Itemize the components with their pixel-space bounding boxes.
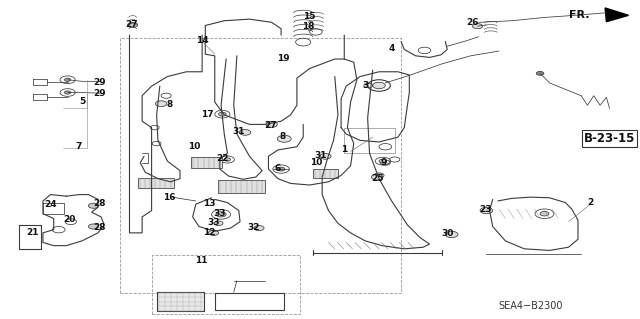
Text: 8: 8: [166, 100, 172, 109]
Text: 30: 30: [441, 229, 453, 238]
Text: 33: 33: [207, 218, 220, 227]
Circle shape: [379, 159, 387, 163]
Text: 29: 29: [93, 78, 106, 87]
Circle shape: [88, 203, 99, 208]
Circle shape: [445, 231, 458, 238]
Text: 1: 1: [341, 145, 348, 154]
Circle shape: [218, 112, 226, 116]
Bar: [120, 38, 401, 293]
Text: 10: 10: [310, 158, 322, 167]
Circle shape: [214, 221, 223, 226]
Text: 27: 27: [125, 20, 138, 29]
Text: 8: 8: [280, 132, 286, 141]
Circle shape: [88, 224, 99, 229]
Text: 28: 28: [93, 199, 106, 208]
Bar: [344, 128, 395, 153]
Text: 15: 15: [303, 12, 316, 21]
Circle shape: [65, 78, 71, 81]
Circle shape: [536, 71, 544, 75]
Circle shape: [374, 173, 384, 178]
Text: 28: 28: [93, 223, 106, 232]
Polygon shape: [605, 8, 628, 22]
Circle shape: [266, 122, 277, 127]
Text: 23: 23: [479, 205, 492, 214]
Circle shape: [277, 135, 291, 142]
Text: 9: 9: [381, 158, 387, 167]
Text: 18: 18: [302, 22, 314, 31]
Bar: [218, 180, 266, 193]
Text: 21: 21: [27, 228, 39, 237]
Text: 17: 17: [201, 110, 214, 119]
Text: 24: 24: [44, 200, 57, 209]
Text: 29: 29: [93, 89, 106, 98]
Text: 26: 26: [467, 19, 479, 27]
Text: 11: 11: [195, 256, 207, 265]
Circle shape: [371, 174, 383, 180]
Circle shape: [472, 24, 483, 29]
Circle shape: [209, 230, 218, 235]
Bar: [138, 178, 174, 188]
Text: 16: 16: [163, 193, 175, 202]
Text: 12: 12: [204, 228, 216, 237]
Text: 14: 14: [196, 36, 209, 45]
Text: 32: 32: [248, 223, 260, 232]
Text: 31: 31: [232, 127, 245, 136]
Bar: [157, 292, 204, 311]
Text: B-23-15: B-23-15: [584, 132, 636, 145]
Circle shape: [239, 130, 251, 135]
Circle shape: [224, 158, 230, 161]
Text: 31: 31: [315, 151, 327, 160]
Text: FR.: FR.: [569, 10, 589, 20]
Text: SEA4−B2300: SEA4−B2300: [499, 301, 563, 311]
Circle shape: [216, 212, 226, 217]
Circle shape: [254, 226, 264, 231]
Circle shape: [277, 167, 285, 171]
Bar: [313, 169, 338, 178]
Circle shape: [480, 207, 493, 214]
Text: 4: 4: [388, 44, 395, 53]
Circle shape: [540, 211, 549, 216]
Text: 25: 25: [371, 174, 384, 182]
Text: 7: 7: [76, 142, 82, 151]
Circle shape: [380, 160, 390, 165]
Bar: [215, 293, 284, 310]
Circle shape: [65, 91, 71, 94]
Circle shape: [372, 82, 385, 89]
Text: 33: 33: [214, 209, 226, 218]
Text: 3: 3: [362, 81, 368, 90]
Bar: [152, 255, 300, 314]
Text: 13: 13: [204, 199, 216, 208]
Circle shape: [156, 101, 167, 107]
Text: 20: 20: [63, 215, 76, 224]
Text: 2: 2: [588, 198, 594, 207]
Bar: [191, 157, 222, 168]
Text: 6: 6: [275, 164, 281, 173]
Text: 10: 10: [188, 142, 201, 151]
Circle shape: [127, 22, 138, 27]
Text: 27: 27: [264, 121, 276, 130]
Text: 22: 22: [216, 154, 228, 163]
Text: 19: 19: [276, 54, 289, 63]
Circle shape: [319, 153, 331, 159]
Text: 5: 5: [79, 97, 85, 106]
